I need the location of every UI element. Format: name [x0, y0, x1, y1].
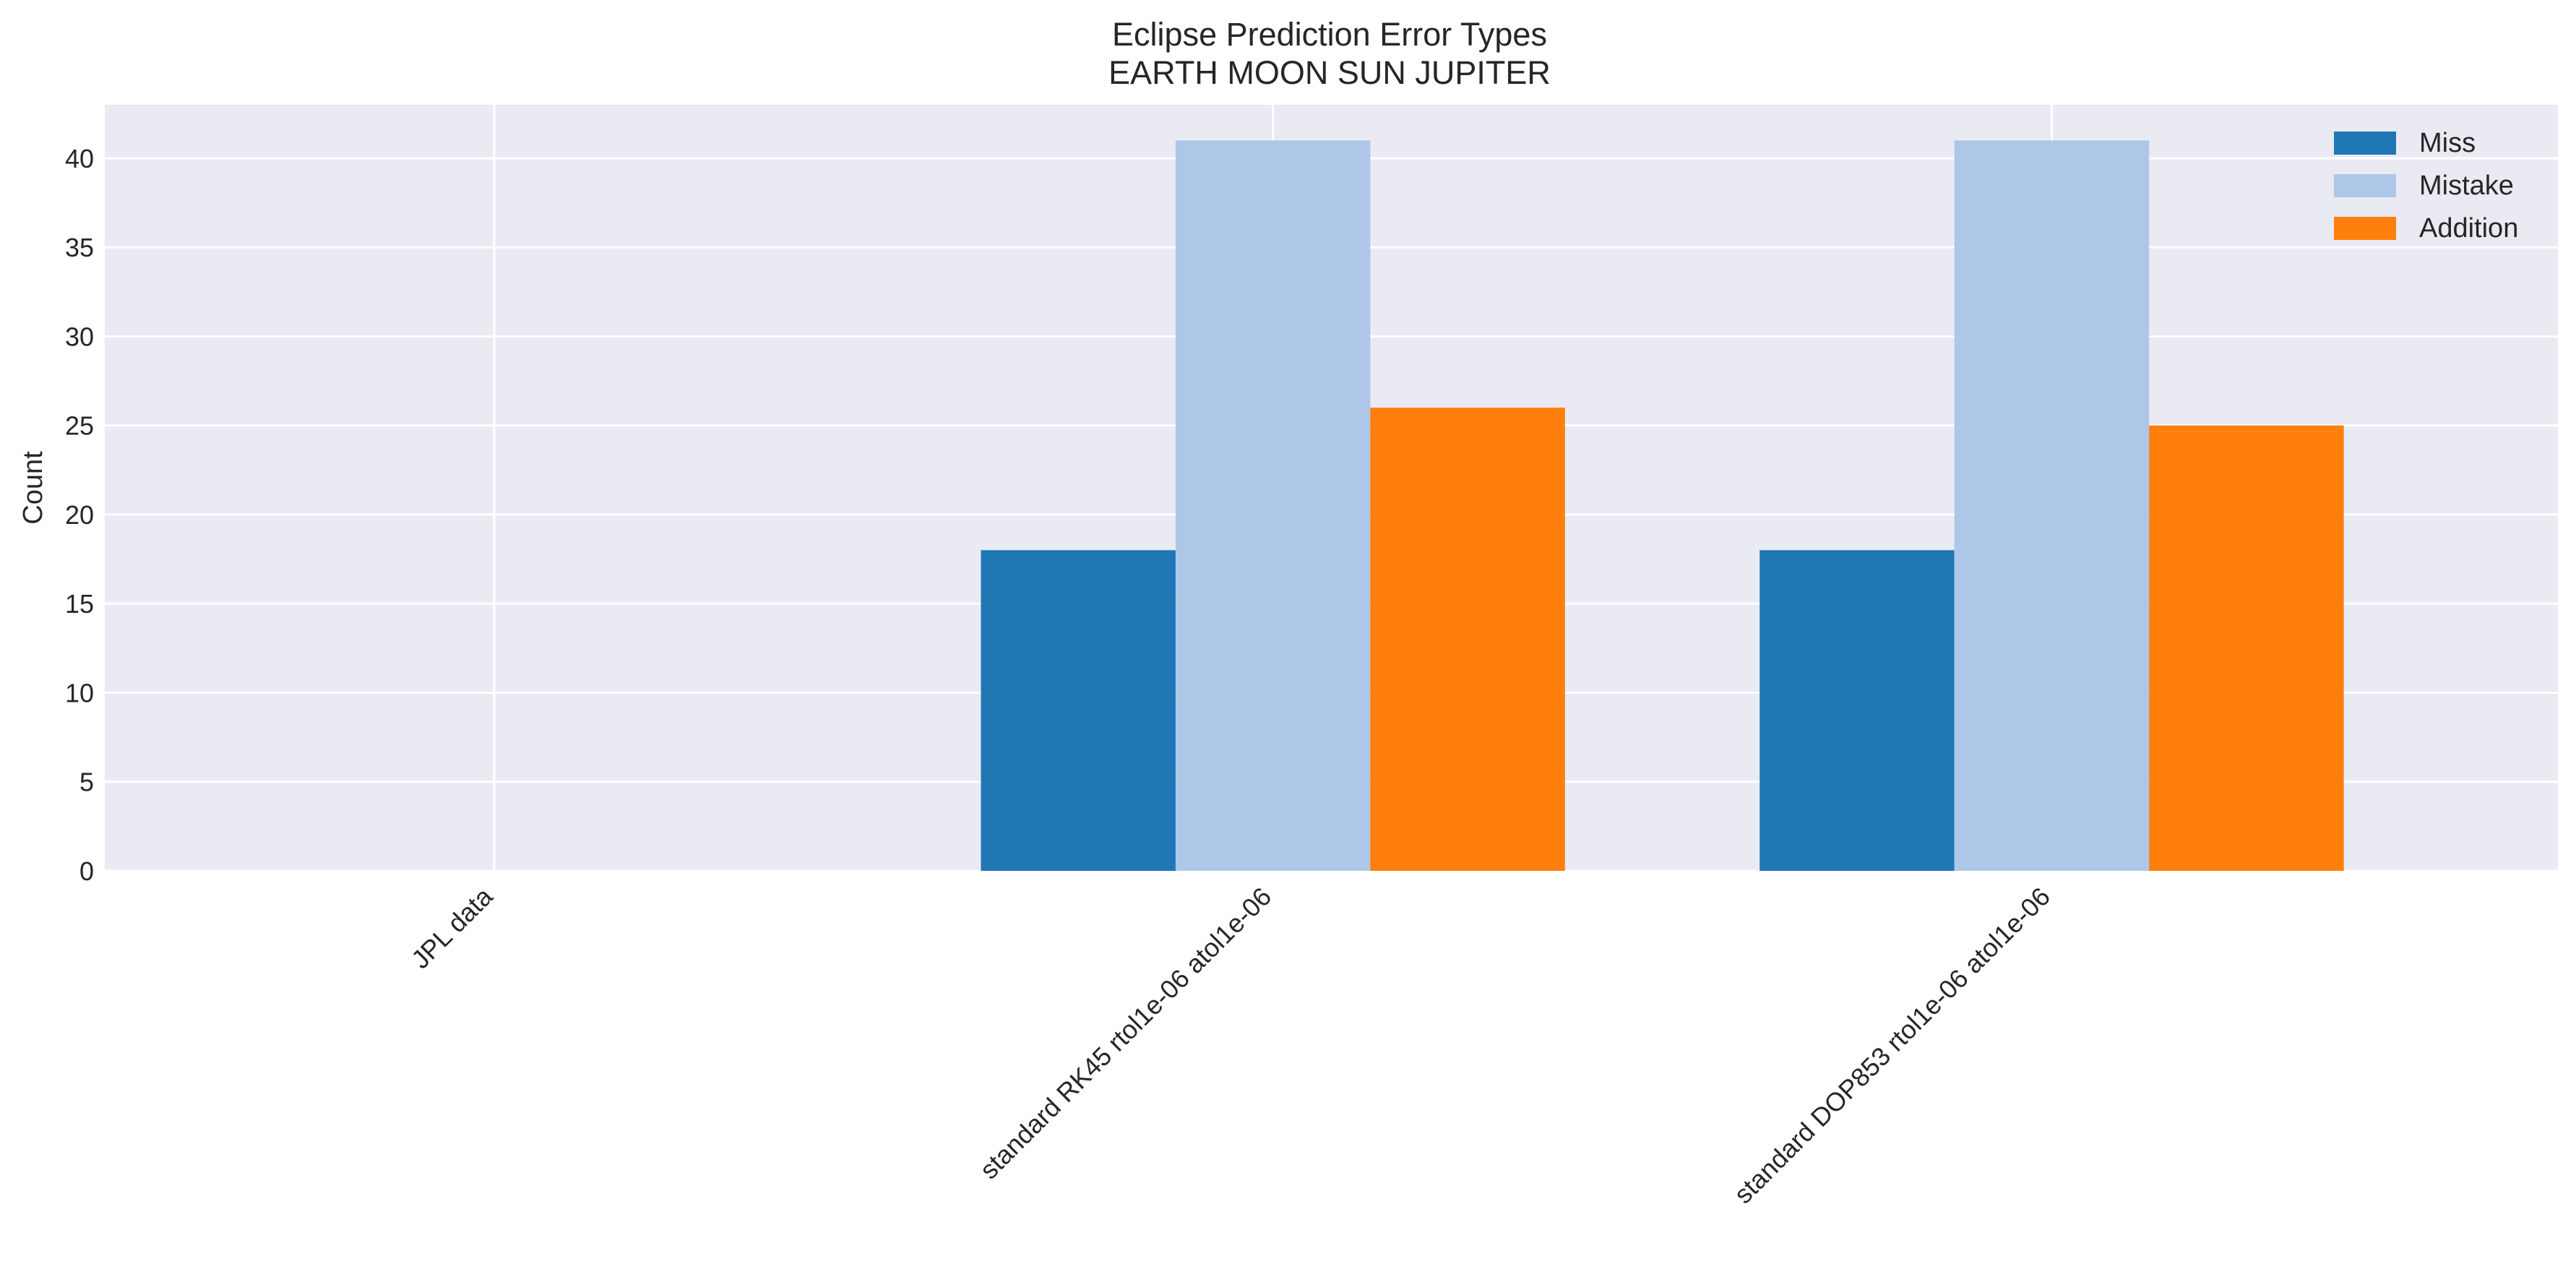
legend-label-miss: Miss: [2419, 128, 2476, 158]
y-axis-ticks: 0 5 10 15 20 25 30 35 40: [65, 144, 94, 886]
y-tick-label-7: 35: [65, 233, 94, 262]
legend-swatch-addition: [2334, 217, 2396, 240]
bar-miss-1: [981, 550, 1176, 871]
y-tick-label-0: 0: [79, 856, 94, 886]
legend-label-addition: Addition: [2419, 213, 2518, 244]
bar-mistake-2: [1954, 140, 2150, 872]
bar-mistake-1: [1175, 140, 1371, 872]
chart-subtitle: EARTH MOON SUN JUPITER: [1108, 54, 1551, 91]
x-tick-label-2: standard DOP853 rtol1e-06 atol1e-06: [1728, 882, 2056, 1210]
legend: Miss Mistake Addition: [2334, 128, 2518, 244]
x-tick-label-0: JPL data: [405, 881, 499, 974]
y-tick-label-2: 10: [65, 678, 94, 708]
x-tick-label-1: standard RK45 rtol1e-06 atol1e-06: [974, 882, 1278, 1185]
bar-miss-2: [1759, 550, 1955, 871]
x-axis-ticks: JPL data standard RK45 rtol1e-06 atol1e-0…: [405, 881, 2056, 1209]
y-tick-label-1: 5: [79, 768, 94, 797]
bar-addition-2: [2149, 425, 2344, 871]
y-tick-label-3: 15: [65, 589, 94, 619]
legend-swatch-mistake: [2334, 174, 2396, 197]
y-axis-label: Count: [18, 451, 48, 525]
bars: [981, 140, 2344, 872]
y-tick-label-6: 30: [65, 322, 94, 351]
bar-addition-1: [1370, 408, 1565, 871]
legend-swatch-miss: [2334, 132, 2396, 155]
legend-label-mistake: Mistake: [2419, 171, 2514, 201]
chart-title: Eclipse Prediction Error Types: [1112, 16, 1547, 53]
y-tick-label-5: 25: [65, 411, 94, 441]
y-tick-label-8: 40: [65, 144, 94, 173]
y-tick-label-4: 20: [65, 500, 94, 530]
